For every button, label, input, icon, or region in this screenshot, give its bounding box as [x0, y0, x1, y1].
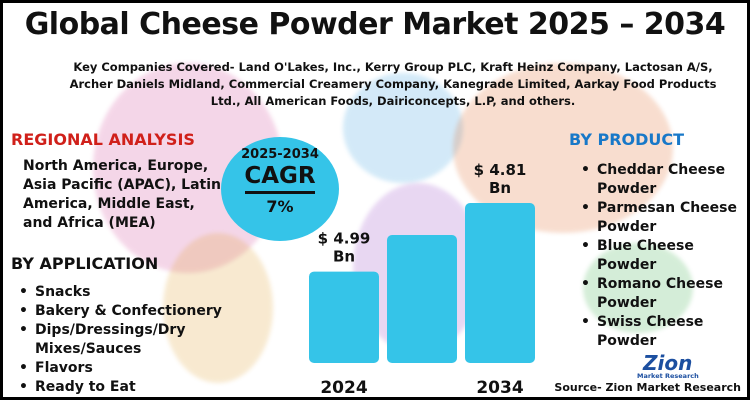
application-item: • Ready to Eat [13, 378, 253, 397]
key-companies-text: Key Companies Covered- Land O'Lakes, Inc… [69, 60, 717, 108]
application-item-label: Ready to Eat [35, 379, 136, 395]
bullet-icon: • [581, 162, 590, 178]
product-item-label: Swiss Cheese Powder [597, 314, 704, 349]
page-title: Global Cheese Powder Market 2025 – 2034 [24, 7, 726, 42]
product-item-label: Cheddar Cheese Powder [597, 162, 726, 197]
application-item: • Bakery & Confectionery [13, 302, 253, 321]
logo-subtitle: Market Research [637, 372, 699, 380]
product-item: • Parmesan Cheese Powder [575, 199, 745, 237]
bar-2034 [465, 203, 535, 363]
x-tick-label: 2024 [320, 378, 367, 398]
product-item-label: Parmesan Cheese Powder [597, 200, 737, 235]
bar-value-label: $ 4.81 [474, 161, 527, 179]
bullet-icon: • [19, 303, 28, 319]
bar-value-label: $ 4.99 [318, 230, 371, 248]
bullet-icon: • [19, 379, 28, 395]
bullet-icon: • [19, 284, 28, 300]
application-item-label: Dips/Dressings/Dry Mixes/Sauces [35, 322, 186, 357]
product-item-label: Romano Cheese Powder [597, 276, 723, 311]
product-item: • Swiss Cheese Powder [575, 313, 745, 351]
application-item: • Snacks [13, 283, 253, 302]
by-product-heading: BY PRODUCT [569, 130, 685, 149]
bullet-icon: • [581, 314, 590, 330]
bullet-icon: • [581, 200, 590, 216]
bullet-icon: • [581, 276, 590, 292]
bar-2024 [309, 271, 379, 363]
source-credit: Source- Zion Market Research [554, 381, 741, 394]
application-list: • Snacks • Bakery & Confectionery • Dips/Dres… [13, 283, 253, 397]
bullet-icon: • [19, 360, 28, 376]
cagr-period: 2025-2034 [241, 147, 319, 162]
product-item-label: Blue Cheese Powder [597, 238, 694, 273]
application-item-label: Bakery & Confectionery [35, 303, 222, 319]
application-item-label: Snacks [35, 284, 91, 300]
map-backdrop-south-america [163, 233, 273, 383]
bar-middle [387, 235, 457, 363]
application-item: • Dips/Dressings/Dry Mixes/Sauces [13, 321, 253, 359]
logo-wordmark: Zion [643, 351, 693, 375]
cagr-value: 7% [266, 197, 294, 216]
product-list: • Cheddar Cheese Powder • Parmesan Cheese P… [575, 161, 745, 351]
map-backdrop-oceania [583, 243, 693, 333]
cagr-underline [245, 191, 315, 194]
zion-logo: Zion Market Research [633, 351, 703, 383]
application-item-label: Flavors [35, 360, 93, 376]
bullet-icon: • [19, 322, 28, 338]
bar-value-label: Bn [333, 248, 355, 266]
bullet-icon: • [581, 238, 590, 254]
by-application-heading: BY APPLICATION [11, 254, 159, 273]
regional-analysis-text: North America, Europe, Asia Pacific (APA… [23, 158, 222, 231]
cagr-label: CAGR [244, 163, 316, 189]
product-item: • Cheddar Cheese Powder [575, 161, 745, 199]
x-tick-label: 2034 [476, 378, 523, 398]
bar-value-label: Bn [489, 179, 511, 197]
map-backdrop-europe [343, 73, 463, 183]
product-item: • Blue Cheese Powder [575, 237, 745, 275]
regional-analysis-heading: REGIONAL ANALYSIS [11, 130, 195, 149]
application-item: • Flavors [13, 359, 253, 378]
cagr-badge: 2025-2034 CAGR 7% [221, 137, 339, 241]
product-item: • Romano Cheese Powder [575, 275, 745, 313]
